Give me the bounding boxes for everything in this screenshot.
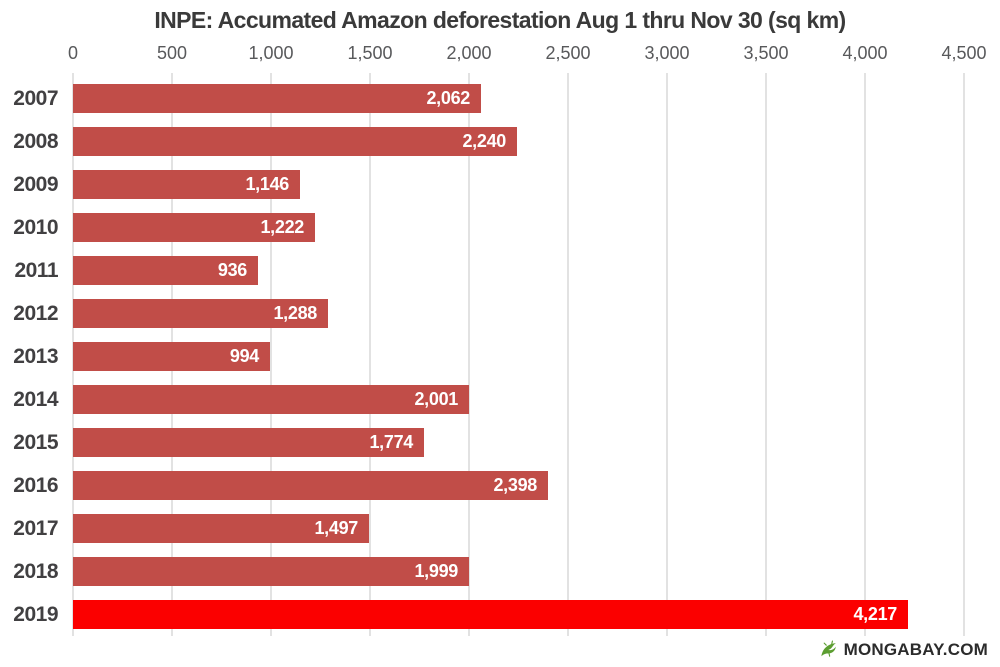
x-axis-tick-label: 3,000 xyxy=(644,43,690,63)
bar-2018: 1,999 xyxy=(73,557,469,586)
grid-line xyxy=(963,73,965,636)
bar-row: 2012 1,288 xyxy=(0,299,1000,328)
year-label: 2011 xyxy=(14,259,58,282)
bar-2012: 1,288 xyxy=(73,299,328,328)
year-label: 2013 xyxy=(13,345,58,368)
bar-2011: 936 xyxy=(73,256,258,285)
x-axis-tick-label: 4,000 xyxy=(842,43,888,63)
grid-line xyxy=(567,73,569,636)
year-label: 2008 xyxy=(13,130,58,153)
bar-row: 2014 2,001 xyxy=(0,385,1000,414)
x-axis-tick-label: 0 xyxy=(67,43,79,63)
mongabay-text: MONGABAY.COM xyxy=(843,640,988,659)
chart-title: INPE: Accumated Amazon deforestation Aug… xyxy=(154,7,846,33)
bar-2014: 2,001 xyxy=(73,385,469,414)
x-axis-tick-label: 2,500 xyxy=(545,43,591,63)
gecko-icon xyxy=(821,640,836,657)
bar-row: 2010 1,222 xyxy=(0,213,1000,242)
value-label: 4,217 xyxy=(853,604,897,624)
grid-line xyxy=(864,73,866,636)
bar-row: 2007 2,062 xyxy=(0,84,1000,113)
grid-line xyxy=(468,73,470,636)
bar-2008: 2,240 xyxy=(73,127,517,156)
value-label: 1,146 xyxy=(245,174,289,194)
x-axis-tick-label: 2,000 xyxy=(446,43,492,63)
value-label: 936 xyxy=(217,260,247,280)
year-label: 2017 xyxy=(13,517,58,540)
bar-2009: 1,146 xyxy=(73,170,300,199)
x-axis-tick-label: 500 xyxy=(156,43,188,63)
mongabay-logo: MONGABAY.COM xyxy=(818,639,988,661)
bar-row: 2009 1,146 xyxy=(0,170,1000,199)
year-label: 2012 xyxy=(13,302,58,325)
value-label: 2,240 xyxy=(462,131,506,151)
year-label: 2016 xyxy=(13,474,58,497)
grid-line xyxy=(666,73,668,636)
grid-line xyxy=(369,73,371,636)
year-label: 2015 xyxy=(13,431,58,454)
value-label: 994 xyxy=(229,346,259,366)
value-label: 1,774 xyxy=(369,432,413,452)
year-label: 2009 xyxy=(13,173,58,196)
value-label: 1,222 xyxy=(260,217,304,237)
year-label: 2014 xyxy=(13,388,58,411)
bar-row: 2008 2,240 xyxy=(0,127,1000,156)
bar-row: 2015 1,774 xyxy=(0,428,1000,457)
bar-2007: 2,062 xyxy=(73,84,481,113)
x-axis-tick-label: 3,500 xyxy=(743,43,789,63)
value-label: 2,398 xyxy=(493,475,537,495)
value-label: 2,001 xyxy=(414,389,458,409)
bar-2015: 1,774 xyxy=(73,428,424,457)
grid-line xyxy=(765,73,767,636)
x-axis-tick-label: 4,500 xyxy=(941,43,987,63)
year-label: 2018 xyxy=(13,560,58,583)
bar-2017: 1,497 xyxy=(73,514,369,543)
value-label: 1,288 xyxy=(273,303,317,323)
year-label: 2007 xyxy=(13,87,58,110)
year-label: 2010 xyxy=(13,216,58,239)
value-label: 1,999 xyxy=(414,561,458,581)
grid-line xyxy=(270,73,272,636)
bar-2013: 994 xyxy=(73,342,270,371)
bar-row: 2017 1,497 xyxy=(0,514,1000,543)
bar-2010: 1,222 xyxy=(73,213,315,242)
bar-row: 2013 994 xyxy=(0,342,1000,371)
bar-2019: 4,217 xyxy=(73,600,908,629)
bar-row: 2018 1,999 xyxy=(0,557,1000,586)
x-axis-tick-label: 1,000 xyxy=(248,43,294,63)
year-label: 2019 xyxy=(13,603,58,626)
value-label: 2,062 xyxy=(426,88,470,108)
x-axis-tick-label: 1,500 xyxy=(347,43,393,63)
bar-row: 2011 936 xyxy=(0,256,1000,285)
value-label: 1,497 xyxy=(314,518,358,538)
bar-row: 2016 2,398 xyxy=(0,471,1000,500)
bar-2016: 2,398 xyxy=(73,471,548,500)
bar-row: 2019 4,217 xyxy=(0,600,1000,629)
